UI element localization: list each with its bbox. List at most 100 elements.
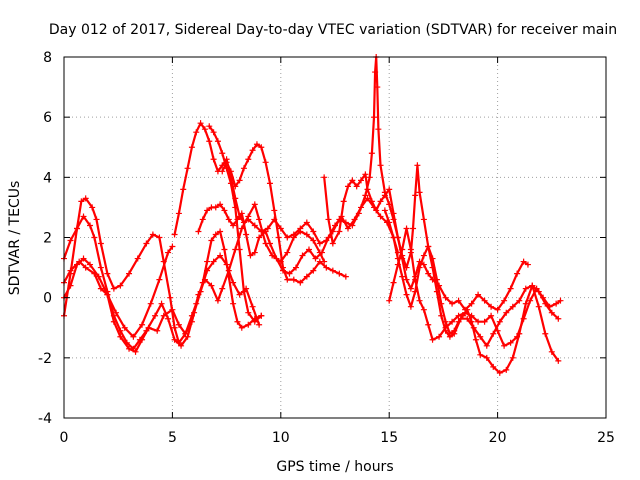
data-point	[156, 276, 163, 283]
series-line	[62, 197, 263, 344]
data-point	[540, 294, 547, 301]
data-point	[477, 351, 484, 358]
data-point	[217, 201, 224, 208]
data-point	[310, 228, 317, 235]
data-point	[223, 159, 230, 166]
data-point	[481, 297, 488, 304]
data-point	[329, 267, 336, 274]
data-point	[247, 252, 254, 259]
data-point	[412, 276, 419, 283]
data-point	[169, 243, 176, 250]
data-point	[342, 273, 349, 280]
data-point	[97, 240, 104, 247]
data-point	[243, 231, 250, 238]
data-point	[390, 210, 397, 217]
data-point	[381, 207, 388, 214]
data-point	[503, 366, 510, 373]
data-point	[520, 315, 527, 322]
data-point	[258, 144, 265, 151]
x-tick-label: 0	[60, 430, 69, 446]
data-series-group	[61, 54, 564, 376]
data-point	[433, 276, 440, 283]
data-point	[325, 234, 332, 241]
data-point	[210, 258, 217, 265]
data-point	[232, 183, 239, 190]
data-point	[249, 147, 256, 154]
data-point	[412, 192, 419, 199]
data-point	[180, 186, 187, 193]
data-point	[557, 297, 564, 304]
data-point	[483, 342, 490, 349]
data-point	[214, 297, 221, 304]
data-point	[152, 312, 159, 319]
data-point	[488, 312, 495, 319]
data-point	[171, 324, 178, 331]
data-point	[234, 318, 241, 325]
data-point	[503, 309, 510, 316]
data-point	[208, 282, 215, 289]
data-point	[286, 270, 293, 277]
data-point	[416, 264, 423, 271]
data-point	[147, 300, 154, 307]
y-tick-label: 6	[43, 110, 52, 126]
data-point	[136, 336, 143, 343]
data-point	[217, 228, 224, 235]
data-point	[80, 213, 87, 220]
data-point	[208, 237, 215, 244]
data-point	[403, 264, 410, 271]
data-point	[449, 318, 456, 325]
data-point	[143, 240, 150, 247]
data-point	[219, 150, 226, 157]
data-point	[381, 192, 388, 199]
data-point	[420, 306, 427, 313]
data-point	[390, 234, 397, 241]
x-tick-label: 25	[597, 430, 615, 446]
data-point	[264, 225, 271, 232]
data-point	[407, 285, 414, 292]
data-point	[191, 309, 198, 316]
data-point	[368, 150, 375, 157]
data-point	[548, 348, 555, 355]
data-point	[230, 279, 237, 286]
data-point	[204, 267, 211, 274]
data-point	[117, 282, 124, 289]
data-point	[178, 342, 185, 349]
data-point	[67, 282, 74, 289]
data-point	[429, 255, 436, 262]
data-point	[156, 234, 163, 241]
data-point	[104, 270, 111, 277]
data-point	[110, 285, 117, 292]
data-point	[386, 297, 393, 304]
data-point	[514, 333, 521, 340]
data-point	[425, 321, 432, 328]
data-point	[455, 312, 462, 319]
data-point	[236, 177, 243, 184]
data-point	[91, 234, 98, 241]
data-point	[158, 300, 165, 307]
data-point	[475, 318, 482, 325]
data-point	[87, 222, 94, 229]
data-point	[475, 291, 482, 298]
data-point	[368, 198, 375, 205]
data-point	[488, 303, 495, 310]
data-point	[165, 315, 172, 322]
data-point	[290, 231, 297, 238]
data-point	[303, 231, 310, 238]
data-point	[80, 255, 87, 262]
series-line	[197, 197, 399, 275]
data-point	[217, 252, 224, 259]
data-point	[386, 219, 393, 226]
data-point	[284, 234, 291, 241]
data-point	[403, 276, 410, 283]
data-point	[175, 321, 182, 328]
data-point	[227, 180, 234, 187]
data-point	[436, 333, 443, 340]
data-point	[522, 285, 529, 292]
data-point	[204, 207, 211, 214]
data-point	[529, 282, 536, 289]
data-point	[206, 123, 213, 130]
data-point	[275, 234, 282, 241]
data-point	[212, 204, 219, 211]
data-point	[542, 330, 549, 337]
data-point	[358, 204, 365, 211]
